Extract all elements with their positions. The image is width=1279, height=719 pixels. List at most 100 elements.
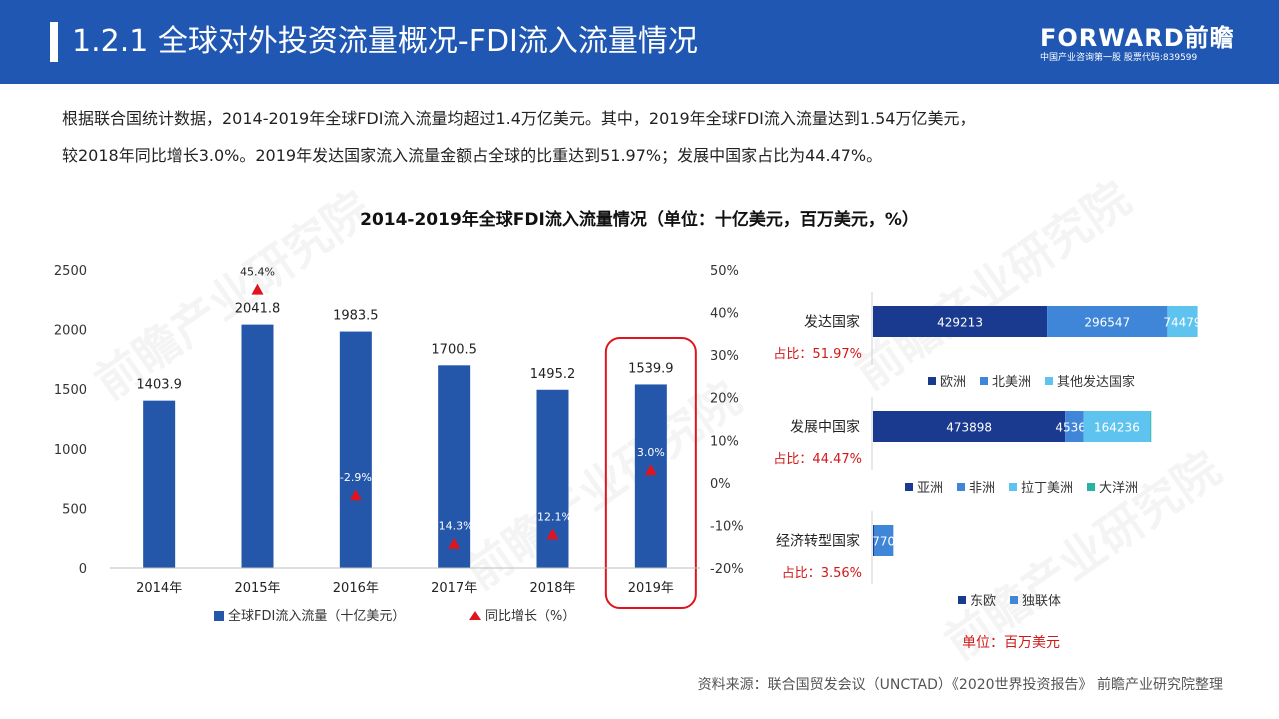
legend-swatch	[905, 483, 913, 491]
legend-swatch-growth	[469, 611, 481, 620]
y-tick-label: 1500	[54, 383, 87, 398]
bar-value-label: 2041.8	[235, 302, 281, 317]
legend-label: 大洋洲	[1099, 481, 1138, 496]
y2-tick-label: 40%	[710, 307, 739, 322]
growth-label: -14.3%	[435, 520, 474, 533]
x-tick-label: 2019年	[628, 581, 674, 596]
x-tick-label: 2016年	[333, 581, 379, 596]
y-tick-label: 2000	[54, 324, 87, 339]
legend-swatch	[957, 483, 965, 491]
brand-subtitle: 中国产业咨询第一股 股票代码:839599	[1040, 53, 1198, 63]
legend-swatch	[1010, 596, 1018, 604]
bar-value-label: 1495.2	[530, 367, 576, 382]
bar-segment-亚洲	[873, 411, 1066, 442]
segment-value-label: 429213	[937, 316, 983, 330]
legend-swatch-bar	[214, 611, 224, 621]
bar-segment-北美洲	[1047, 306, 1168, 337]
share-label: 占比：44.47%	[773, 452, 862, 467]
bar-2019年	[634, 384, 667, 568]
segment-value-label: 74479	[1163, 316, 1201, 330]
bar-segment-其他发达国家	[1167, 306, 1198, 337]
y2-tick-label: -10%	[710, 519, 744, 534]
unit-label: 单位：百万美元	[962, 635, 1060, 651]
bar-segment-非洲	[1065, 411, 1084, 442]
legend-label: 非洲	[969, 481, 995, 496]
intro-line-2: 较2018年同比增长3.0%。2019年发达国家流入流量金额占全球的比重达到51…	[62, 146, 883, 165]
legend-label: 独联体	[1022, 594, 1061, 609]
growth-label: -12.1%	[533, 510, 572, 523]
growth-marker	[448, 537, 461, 549]
growth-label: 3.0%	[637, 446, 665, 459]
group-label: 经济转型国家	[776, 533, 860, 550]
bar-2014年	[143, 400, 176, 568]
bar-2017年	[438, 365, 471, 568]
legend-label: 东欧	[970, 594, 996, 609]
header-bar: 1.2.1 全球对外投资流量概况-FDI流入流量情况 FORWARD前瞻 中国产…	[0, 0, 1279, 84]
bar-segment-独联体	[874, 525, 894, 556]
y2-tick-label: 30%	[710, 349, 739, 364]
intro-paragraph: 根据联合国统计数据，2014-2019年全球FDI流入流量均超过1.4万亿美元。…	[62, 100, 1262, 174]
group-label: 发达国家	[804, 314, 860, 331]
growth-marker	[251, 283, 264, 295]
x-tick-label: 2015年	[234, 581, 280, 596]
segment-value-label: 164236	[1094, 421, 1140, 435]
y2-tick-label: -20%	[710, 562, 744, 577]
brand-name: FORWARD前瞻	[1040, 24, 1235, 52]
bar-2018年	[536, 389, 569, 568]
bar-segment-拉丁美洲	[1083, 411, 1151, 442]
intro-line-1: 根据联合国统计数据，2014-2019年全球FDI流入流量均超过1.4万亿美元。…	[62, 109, 976, 128]
legend-label: 欧洲	[940, 375, 966, 390]
segment-value-label: 296547	[1084, 316, 1130, 330]
legend-label: 其他发达国家	[1057, 374, 1135, 390]
growth-marker	[349, 489, 362, 501]
x-tick-label: 2014年	[136, 581, 182, 596]
group-label: 发展中国家	[790, 419, 860, 436]
fdi-bar-chart: 0 500 1000 1500 2000 2500 -20% -10% 0% 10% 20% 30% 4…	[54, 264, 744, 624]
legend-label: 亚洲	[917, 481, 943, 496]
bar-2016年	[339, 331, 372, 568]
bar-segment-欧洲	[873, 306, 1048, 337]
bar-value-label: 1700.5	[431, 342, 477, 357]
growth-label: -2.9%	[340, 471, 372, 484]
y2-tick-label: 0%	[710, 477, 731, 492]
legend-label-growth: 同比增长（%）	[485, 609, 575, 624]
source-note: 资料来源：联合国贸发会议（UNCTAD）《2020世界投资报告》 前瞻产业研究院…	[697, 677, 1223, 693]
y-tick-label: 1000	[54, 443, 87, 458]
legend-label: 拉丁美洲	[1021, 481, 1073, 496]
legend-swatch	[980, 377, 988, 385]
bar-value-label: 1539.9	[628, 361, 674, 376]
legend-swatch	[928, 377, 936, 385]
legend-swatch	[1045, 377, 1053, 385]
legend-label-bar: 全球FDI流入流量（十亿美元）	[228, 608, 405, 624]
x-tick-label: 2017年	[431, 581, 477, 596]
y-tick-label: 500	[62, 502, 87, 517]
y-tick-label: 2500	[54, 264, 87, 279]
legend-swatch	[1087, 483, 1095, 491]
y2-tick-label: 20%	[710, 392, 739, 407]
chart-title: 2014-2019年全球FDI流入流量情况（单位：十亿美元，百万美元，%）	[360, 210, 919, 230]
bar-value-label: 1403.9	[136, 378, 182, 393]
y-tick-label: 0	[79, 562, 87, 577]
legend-swatch	[958, 596, 966, 604]
y2-tick-label: 10%	[710, 434, 739, 449]
share-label: 占比：3.56%	[782, 566, 862, 581]
legend-swatch	[1009, 483, 1017, 491]
page-title: 1.2.1 全球对外投资流量概况-FDI流入流量情况	[72, 24, 698, 59]
y2-tick-label: 50%	[710, 264, 739, 279]
share-label: 占比：51.97%	[773, 347, 862, 362]
bar-segment-东欧	[873, 525, 874, 556]
segment-value-label: 47705	[865, 535, 903, 549]
brand-logo: FORWARD前瞻 中国产业咨询第一股 股票代码:839599	[1040, 24, 1240, 64]
growth-marker	[546, 528, 559, 540]
segment-value-label: 473898	[946, 421, 992, 435]
x-tick-label: 2018年	[529, 581, 575, 596]
title-accent-bar	[50, 22, 58, 62]
growth-marker	[644, 464, 657, 476]
highlight-box	[604, 337, 697, 609]
bar-segment-大洋洲	[1150, 411, 1152, 442]
bar-2015年	[241, 324, 274, 568]
legend-label: 北美洲	[992, 375, 1031, 390]
growth-label: 45.4%	[240, 266, 275, 279]
bar-value-label: 1983.5	[333, 309, 379, 324]
